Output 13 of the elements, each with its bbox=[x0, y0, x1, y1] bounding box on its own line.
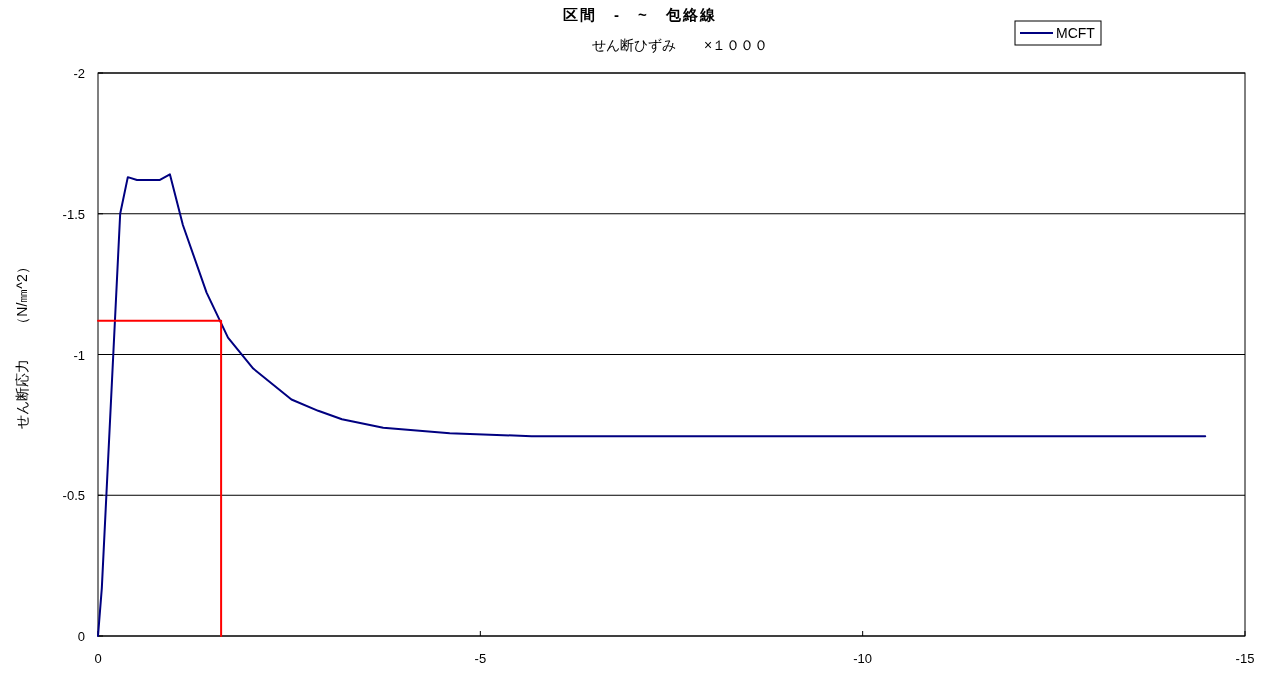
ytick: -1 bbox=[73, 347, 85, 363]
xlabel: せん断ひずみ ×１０００ bbox=[591, 37, 769, 53]
title: 区間 - ~ 包絡線 bbox=[563, 6, 717, 23]
xtick: -10 bbox=[853, 651, 873, 666]
xtick: -5 bbox=[474, 651, 487, 666]
ytick: -0.5 bbox=[62, 488, 85, 504]
xtick: -15 bbox=[1235, 651, 1255, 666]
ytick: 0 bbox=[77, 629, 85, 644]
legend-label: MCFT bbox=[1056, 25, 1095, 41]
ytick: -2 bbox=[73, 66, 85, 81]
ylabel: せん断応力 （N/㎜^2） bbox=[14, 260, 30, 429]
ytick: -1.5 bbox=[62, 206, 85, 222]
xtick: 0 bbox=[94, 651, 102, 666]
